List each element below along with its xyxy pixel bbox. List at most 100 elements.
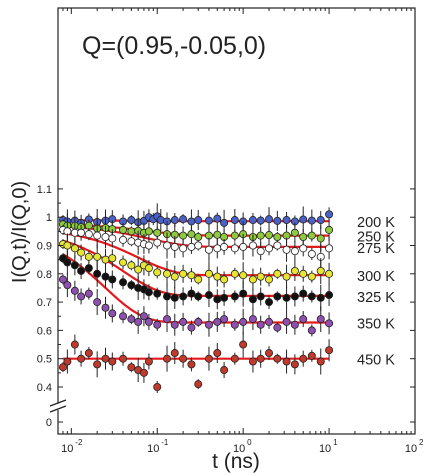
data-point [163,315,172,324]
data-point [265,215,274,224]
data-point [127,216,136,225]
data-point [265,275,274,284]
data-point [290,247,299,256]
data-point [101,272,110,281]
data-point [316,216,325,225]
data-point [153,320,162,329]
data-point [58,275,67,284]
data-point [316,293,325,302]
data-point [101,255,110,264]
y-axis-break [49,399,67,413]
data-point [179,269,188,278]
series-label: 350 K [357,316,395,332]
data-point [299,215,308,224]
data-point [108,357,117,366]
data-point [248,216,257,225]
data-point [170,320,179,329]
data-point [273,354,282,363]
data-point [84,289,93,298]
data-point [77,354,86,363]
y-tick-label: 0.8 [37,269,52,281]
data-point [93,231,102,240]
data-point [273,292,282,301]
data-point [265,244,274,253]
data-point [220,275,229,284]
axis-break-gap [54,403,62,410]
y-tick-label: 1.1 [37,184,52,196]
data-point [256,231,265,240]
data-point [194,275,203,284]
data-point [325,210,334,219]
data-point [213,317,222,326]
data-point [230,292,239,301]
data-point [108,234,117,243]
data-point [63,281,72,290]
data-point [230,320,239,329]
data-point [248,241,257,250]
data-point [179,292,188,301]
data-point [70,286,79,295]
data-point [307,326,316,335]
data-point [194,241,203,250]
data-point [256,216,265,225]
data-point [144,264,153,273]
data-point [213,349,222,358]
data-point [170,349,179,358]
y-axis-label: I(Q,t)/I(Q,0) [9,181,31,283]
data-point [84,252,93,261]
data-point [101,354,110,363]
x-tick-label: 10 [147,443,159,455]
data-point [77,266,86,275]
data-point [290,320,299,329]
series-label: 200 K [357,215,395,231]
data-point [282,245,291,254]
data-point [282,357,291,366]
data-point [163,354,172,363]
data-point [248,315,257,324]
plot-frame [57,7,416,435]
data-point [187,271,196,280]
data-point [213,230,222,239]
data-point [119,225,128,234]
data-point [77,248,86,257]
data-point [127,227,136,236]
data-point [256,272,265,281]
data-point [282,293,291,302]
data-point [144,357,153,366]
x-tick-exponent: -2 [75,438,83,447]
data-point [194,292,203,301]
x-axis-label: t (ns) [212,450,260,473]
data-point [187,242,196,251]
data-point [163,292,172,301]
data-point [273,323,282,332]
fit-curves [62,219,330,360]
data-point [70,340,79,349]
data-point [248,295,257,304]
data-point [265,317,274,326]
x-tick-label: 10 [233,443,245,455]
data-point [194,233,203,242]
data-point [127,261,136,270]
data-point [194,317,203,326]
data-point [248,357,257,366]
data-point [179,317,188,326]
fit-line [62,253,330,324]
data-point [325,225,334,234]
data-point [220,366,229,375]
data-point [144,317,153,326]
data-point [316,266,325,275]
data-point [153,382,162,391]
x-tick-exponent: 0 [247,438,252,447]
data-point [170,242,179,251]
data-point [299,244,308,253]
y-tick-label: 0.5 [37,354,52,366]
data-point [179,354,188,363]
data-point [256,247,265,256]
data-point [84,264,93,273]
data-point [204,354,213,363]
data-point [70,244,79,253]
data-point [273,269,282,278]
data-point [299,269,308,278]
data-point [204,245,213,254]
